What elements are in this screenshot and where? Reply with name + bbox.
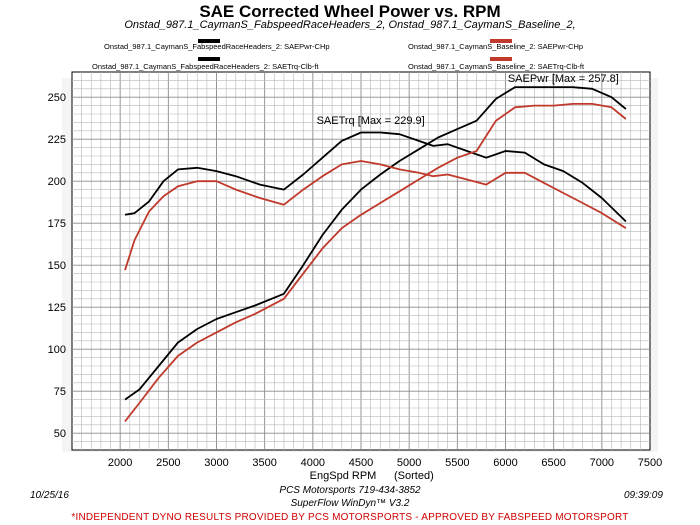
series-line-3 bbox=[124, 160, 627, 271]
y-tick-label: 50 bbox=[54, 428, 66, 440]
x-tick-label: 3000 bbox=[204, 457, 228, 469]
annotations: SAETrq [Max = 229.9] SAEPwr [Max = 257.8] bbox=[317, 73, 619, 127]
legend-swatch-fab-torque bbox=[198, 57, 220, 61]
legend-label-base-power: Onstad_987.1_CaymanS_Baseline_2: SAEPwr-… bbox=[408, 42, 584, 51]
x-axis: 2000 2500 3000 3500 4000 4500 5000 5500 6000 6500… bbox=[108, 457, 662, 469]
y-tick-label: 200 bbox=[48, 176, 66, 188]
x-tick-label: 7000 bbox=[590, 457, 614, 469]
footer-company: PCS Motorsports 719-434-3852 bbox=[279, 485, 421, 496]
series-line-2 bbox=[124, 103, 627, 422]
chart-title: SAE Corrected Wheel Power vs. RPM bbox=[199, 2, 501, 21]
legend-swatch-fab-power bbox=[198, 39, 220, 43]
x-tick-label: 5000 bbox=[397, 457, 421, 469]
legend-label-fab-power: Onstad_987.1_CaymanS_FabspeedRaceHeaders… bbox=[104, 42, 330, 51]
y-tick-label: 175 bbox=[48, 218, 66, 230]
x-tick-label: 2000 bbox=[108, 457, 132, 469]
series-line-0 bbox=[124, 86, 627, 401]
footer-disclaimer: *INDEPENDENT DYNO RESULTS PROVIDED BY PC… bbox=[71, 512, 629, 523]
y-tick-label: 75 bbox=[54, 386, 66, 398]
x-tick-label: 7500 bbox=[638, 457, 662, 469]
x-tick-label: 6000 bbox=[493, 457, 517, 469]
y-tick-label: 100 bbox=[48, 344, 66, 356]
y-tick-label: 225 bbox=[48, 134, 66, 146]
x-tick-label: 5500 bbox=[445, 457, 469, 469]
grid bbox=[72, 72, 650, 450]
series-line-1 bbox=[124, 131, 627, 223]
x-tick-label: 2500 bbox=[156, 457, 180, 469]
legend-label-fab-torque: Onstad_987.1_CaymanS_FabspeedRaceHeaders… bbox=[92, 62, 319, 71]
y-tick-label: 125 bbox=[48, 302, 66, 314]
series-lines bbox=[124, 86, 627, 422]
x-tick-label: 6500 bbox=[541, 457, 565, 469]
x-axis-label-note: (Sorted) bbox=[394, 470, 434, 482]
x-axis-label: EngSpd RPM bbox=[310, 470, 377, 482]
footer-date: 10/25/16 bbox=[30, 490, 69, 501]
x-tick-label: 4000 bbox=[301, 457, 325, 469]
y-axis: 50 75 100 125 150 175 200 225 250 bbox=[48, 92, 66, 440]
annotation-label: SAEPwr [Max = 257.8] bbox=[508, 73, 619, 85]
chart-subtitle: Onstad_987.1_CaymanS_FabspeedRaceHeaders… bbox=[124, 19, 576, 31]
y-tick-label: 250 bbox=[48, 92, 66, 104]
footer-software: SuperFlow WinDyn™ V3.2 bbox=[290, 498, 410, 509]
y-tick-label: 150 bbox=[48, 260, 66, 272]
legend-swatch-base-power bbox=[490, 39, 512, 43]
footer-time: 09:39:09 bbox=[624, 490, 663, 501]
legend-label-base-torque: Onstad_987.1_CaymanS_Baseline_2: SAETrq-… bbox=[408, 62, 585, 71]
x-tick-label: 4500 bbox=[349, 457, 373, 469]
legend-swatch-base-torque bbox=[490, 57, 512, 61]
annotation-label: SAETrq [Max = 229.9] bbox=[317, 115, 425, 127]
x-tick-label: 3500 bbox=[252, 457, 276, 469]
